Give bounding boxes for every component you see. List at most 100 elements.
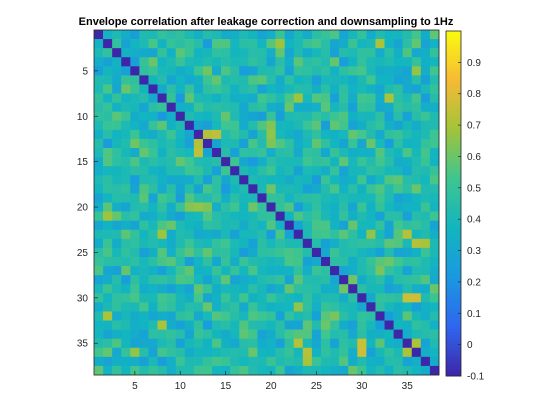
heatmap-cell [375,329,385,339]
heatmap-cell [311,284,322,294]
heatmap-cell [257,120,267,131]
heatmap-cell [375,284,385,294]
heatmap-cell [366,220,376,231]
heatmap-cell [212,338,222,349]
heatmap-cell [166,66,177,76]
heatmap-cell [311,365,322,376]
heatmap-cell [184,320,195,330]
heatmap-cell [402,356,413,367]
heatmap-cell [384,211,394,221]
heatmap-cell [94,30,104,40]
heatmap-cell [257,220,267,231]
heatmap-cell [375,256,385,267]
heatmap-cell [420,220,431,231]
heatmap-cell [311,247,322,258]
heatmap-cell [202,220,213,231]
heatmap-cell [257,193,267,203]
heatmap-cell [130,102,140,113]
heatmap-cell [375,193,385,203]
heatmap-cell [311,175,322,185]
heatmap-cell [248,48,258,58]
heatmap-cell [375,148,385,158]
heatmap-cell [275,365,285,376]
heatmap-cell [184,66,195,76]
heatmap-cell [275,311,285,321]
heatmap-cell [302,175,313,185]
heatmap-cell [248,39,258,49]
colorbar-segment [446,187,461,192]
heatmap-cell [402,166,413,176]
heatmap-cell [284,220,295,231]
heatmap-cell [375,57,385,67]
heatmap-cell [302,247,313,258]
heatmap-cell [148,284,158,294]
heatmap-cell [311,275,322,285]
heatmap-cell [121,102,131,113]
heatmap-cell [375,293,385,303]
heatmap-cell [175,30,186,40]
heatmap-cell [148,138,158,149]
heatmap-cell [221,84,231,94]
heatmap-cell [384,157,394,167]
heatmap-cell [348,202,358,212]
heatmap-cell [248,129,258,140]
heatmap-cell [221,220,231,231]
heatmap-cell [411,356,422,367]
heatmap-cell [103,30,113,40]
heatmap-cell [166,93,177,103]
heatmap-cell [148,211,158,221]
heatmap-cell [175,157,186,167]
heatmap-cell [202,75,213,85]
heatmap-cell [393,111,403,122]
heatmap-cell [266,220,276,231]
heatmap-cell [402,275,413,285]
heatmap-cell [393,193,403,203]
heatmap-cell [193,202,204,212]
colorbar-segment [446,253,461,258]
heatmap-cell [284,356,295,367]
heatmap-cell [411,238,422,249]
heatmap-cell [230,347,240,358]
heatmap-cell [221,302,231,312]
heatmap-cell [166,211,177,221]
heatmap-cell [121,211,131,221]
heatmap-cell [275,238,285,249]
colorbar-segment [446,369,461,374]
heatmap-cell [212,293,222,303]
heatmap-cell [230,129,240,140]
heatmap-cell [166,275,177,285]
heatmap-cell [193,220,204,231]
heatmap-cell [266,120,276,131]
heatmap-cell [175,75,186,85]
heatmap-cell [112,184,122,194]
heatmap-cell [184,93,195,103]
heatmap-cell [429,247,440,258]
heatmap-cell [429,93,440,103]
heatmap-cell [275,84,285,94]
heatmap-cell [157,48,167,58]
heatmap-cell [202,148,213,158]
heatmap-cell [339,302,349,312]
heatmap-cell [393,329,403,339]
heatmap-cell [348,175,358,185]
colorbar-axis: -0.100.10.20.30.40.50.60.70.80.9 [458,58,485,383]
heatmap-cell [420,320,431,330]
heatmap-cell [266,320,276,330]
heatmap-cell [266,202,276,212]
heatmap-cell [193,311,204,321]
heatmap-cell [357,275,367,285]
colorbar-segment [446,52,461,57]
heatmap-cell [184,275,195,285]
heatmap-cell [121,175,131,185]
heatmap-cell [366,302,376,312]
heatmap-cell [302,302,313,312]
heatmap-cell [357,202,367,212]
heatmap-cell [130,202,140,212]
heatmap-cell [411,202,422,212]
heatmap-cell [348,93,358,103]
heatmap-cell [357,293,367,303]
heatmap-cell [366,356,376,367]
heatmap-cell [420,275,431,285]
heatmap-cell [94,148,104,158]
